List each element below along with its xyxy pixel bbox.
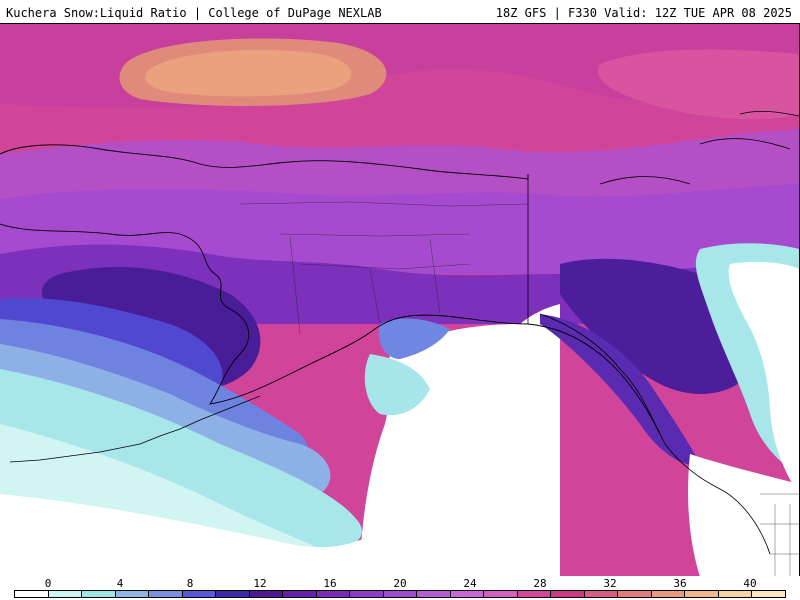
legend-swatch bbox=[316, 591, 351, 597]
legend-swatch bbox=[517, 591, 552, 597]
legend-colorbar bbox=[14, 590, 786, 598]
field-pink-east bbox=[597, 49, 799, 120]
legend-swatch bbox=[752, 591, 785, 597]
canada-coast bbox=[539, 313, 771, 555]
legend-swatch bbox=[249, 591, 284, 597]
legend-swatch bbox=[584, 591, 619, 597]
legend-swatch bbox=[182, 591, 217, 597]
legend-tick-label: 4 bbox=[116, 577, 124, 590]
field-cyan bbox=[0, 369, 362, 551]
field-salmon-inner bbox=[145, 49, 352, 97]
legend-swatch bbox=[417, 591, 451, 597]
snow-ratio-map bbox=[0, 24, 799, 577]
legend-tick-label: 36 bbox=[673, 577, 687, 590]
legend-swatch bbox=[718, 591, 753, 597]
legend-swatch bbox=[618, 591, 652, 597]
legend-tick-label: 20 bbox=[393, 577, 407, 590]
interior-borders bbox=[239, 201, 529, 335]
header: Kuchera Snow:Liquid Ratio | College of D… bbox=[0, 0, 800, 23]
legend-swatch bbox=[383, 591, 418, 597]
legend-swatch bbox=[283, 591, 317, 597]
field-se-purple bbox=[540, 314, 700, 465]
alaska-coastline bbox=[0, 144, 661, 435]
legend-swatch bbox=[115, 591, 150, 597]
field-coast-blue bbox=[378, 318, 450, 359]
legend-swatch bbox=[82, 591, 116, 597]
legend-tick-label: 8 bbox=[186, 577, 194, 590]
legend-tick-label: 28 bbox=[533, 577, 547, 590]
aleutian-islands bbox=[9, 395, 261, 463]
legend-tick-label: 40 bbox=[743, 577, 757, 590]
legend-tick-label: 32 bbox=[603, 577, 617, 590]
arctic-islands bbox=[599, 110, 799, 185]
legend-tick-label: 24 bbox=[463, 577, 477, 590]
legend-tick-label: 16 bbox=[323, 577, 337, 590]
legend-swatch bbox=[685, 591, 719, 597]
field-white-east bbox=[728, 261, 799, 494]
map-panel bbox=[0, 23, 800, 578]
field-white-pnw bbox=[688, 454, 799, 577]
legend-swatch bbox=[551, 591, 585, 597]
legend-swatch bbox=[48, 591, 83, 597]
legend-swatch bbox=[15, 591, 49, 597]
field-orchid bbox=[0, 184, 799, 274]
legend-swatch bbox=[350, 591, 384, 597]
us-state-borders bbox=[760, 493, 799, 577]
legend-swatch bbox=[651, 591, 686, 597]
field-coast-cyan bbox=[364, 354, 430, 416]
legend-swatch bbox=[450, 591, 485, 597]
map-title: Kuchera Snow:Liquid Ratio | College of D… bbox=[6, 6, 382, 20]
legend-tick-label: 0 bbox=[44, 577, 52, 590]
legend-tick-label: 12 bbox=[253, 577, 267, 590]
model-valid-time: 18Z GFS | F330 Valid: 12Z TUE APR 08 202… bbox=[495, 6, 792, 20]
legend-swatch bbox=[484, 591, 518, 597]
legend-swatch bbox=[216, 591, 250, 597]
legend-swatch bbox=[149, 591, 183, 597]
